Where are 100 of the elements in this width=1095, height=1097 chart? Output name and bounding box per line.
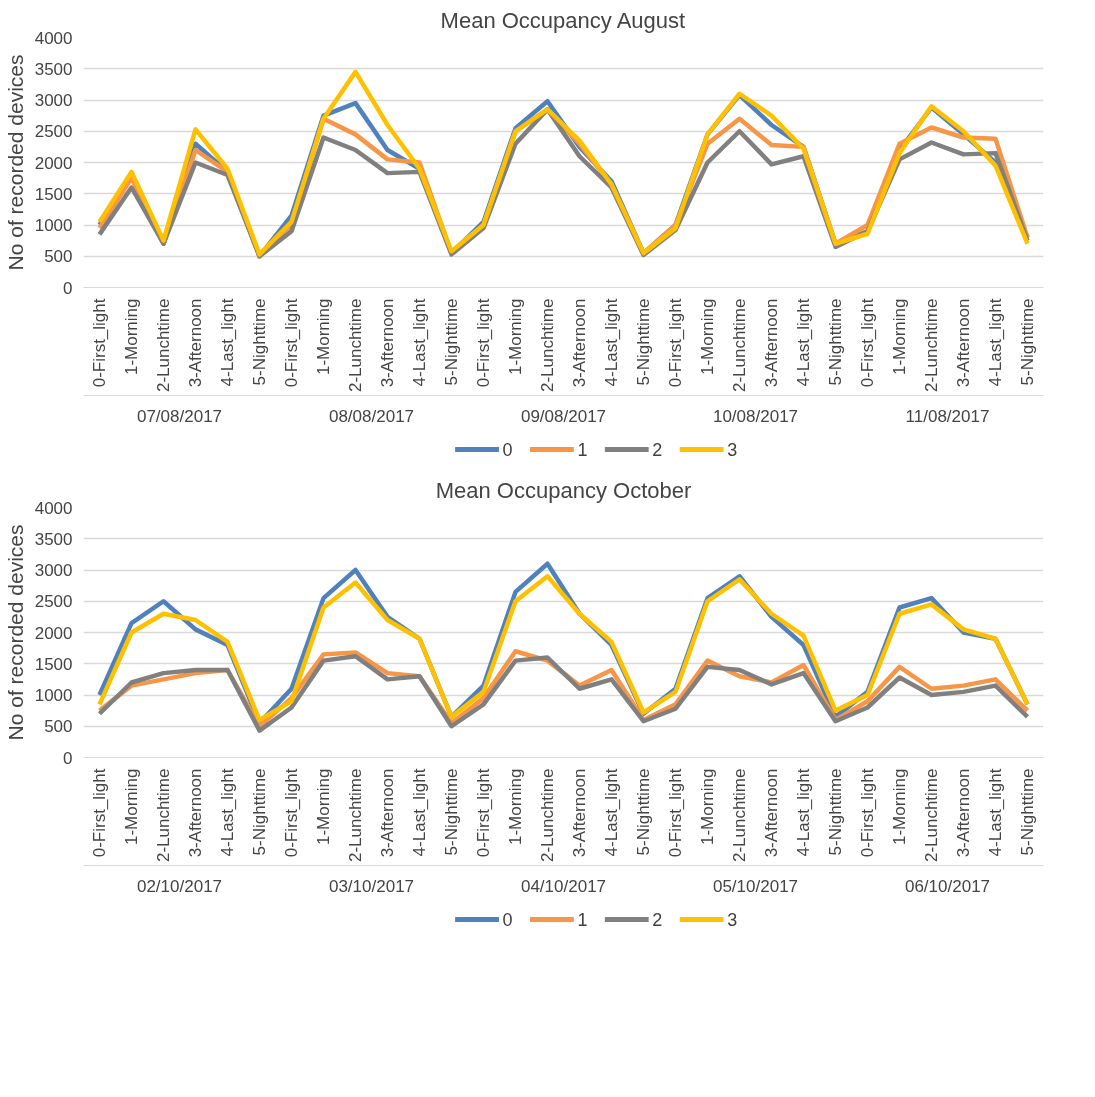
x-tick-label: 0-First_light (666, 768, 685, 858)
y-tick-label: 3000 (34, 91, 73, 110)
x-tick-label: 0-First_light (474, 768, 493, 858)
x-tick-label: 2-Lunchtime (154, 298, 173, 393)
x-tick-label: 1-Morning (122, 298, 141, 376)
y-tick-label: 1500 (34, 654, 73, 674)
text: 02/10/2017 (136, 876, 223, 896)
x-tick-label: 3-Afternoon (378, 298, 397, 388)
y-tick-label: 1500 (34, 184, 73, 204)
x-tick-label: 0-First_light (858, 298, 877, 388)
x-tick-label: 2-Lunchtime (730, 298, 749, 393)
legend-label: 0 (502, 910, 513, 930)
x-tick-label: 3-Afternoon (378, 768, 397, 858)
y-tick-label: 500 (44, 717, 73, 737)
x-tick-label: 4-Last_light (986, 768, 1005, 857)
y-tick-label: 1000 (34, 216, 73, 235)
x-tick-label: 1-Morning (506, 298, 525, 376)
y-tick-label: 2500 (34, 122, 73, 142)
text: 08/08/2017 (328, 406, 415, 426)
legend-label: 0 (502, 440, 513, 460)
x-tick-label: 4-Last_light (218, 768, 237, 857)
text: 11/08/2017 (905, 406, 990, 426)
x-tick-label: 5-Nighttime (826, 768, 845, 856)
x-tick-label: 3-Afternoon (762, 298, 781, 388)
x-tick-label: 0-First_light (282, 768, 301, 858)
text: 09/08/2017 (520, 406, 607, 426)
y-tick-label: 3000 (34, 561, 73, 580)
x-tick-label: 1-Morning (698, 768, 717, 846)
x-tick-label: 0-First_light (474, 298, 493, 388)
x-tick-label: 3-Afternoon (186, 298, 205, 388)
x-tick-label: 0-First_light (858, 768, 877, 858)
chart-title: Mean Occupancy August (440, 7, 686, 33)
text: 06/10/2017 (904, 876, 991, 896)
y-tick-label: 2000 (34, 623, 73, 643)
y-tick-label: 0 (63, 278, 73, 298)
x-tick-label: 3-Afternoon (570, 768, 589, 858)
x-tick-label: 5-Nighttime (634, 768, 653, 856)
legend-label: 2 (652, 910, 663, 930)
x-tick-label: 0-First_light (90, 298, 109, 388)
legend-label: 3 (727, 440, 738, 460)
x-tick-label: 5-Nighttime (250, 768, 269, 856)
x-tick-label: 1-Morning (698, 298, 717, 376)
x-tick-label: 1-Morning (890, 768, 909, 846)
text: 04/10/2017 (520, 876, 607, 896)
text: 05/10/2017 (712, 876, 799, 896)
y-tick-label: 2500 (34, 592, 73, 612)
x-tick-label: 5-Nighttime (442, 298, 461, 386)
x-tick-label: 1-Morning (890, 298, 909, 376)
x-tick-label: 1-Morning (122, 768, 141, 846)
y-tick-label: 2000 (34, 153, 73, 173)
x-tick-label: 4-Last_light (986, 298, 1005, 387)
x-tick-label: 3-Afternoon (186, 768, 205, 858)
x-tick-label: 2-Lunchtime (538, 298, 557, 393)
y-tick-label: 3500 (34, 59, 73, 79)
y-tick-label: 3500 (34, 529, 73, 549)
x-tick-label: 0-First_light (90, 768, 109, 858)
x-tick-label: 5-Nighttime (1018, 298, 1037, 386)
x-tick-label: 3-Afternoon (762, 768, 781, 858)
x-tick-label: 1-Morning (314, 298, 333, 376)
x-tick-label: 2-Lunchtime (154, 768, 173, 863)
text: 03/10/2017 (328, 876, 415, 896)
x-tick-label: 4-Last_light (602, 298, 621, 387)
y-tick-label: 500 (44, 247, 73, 267)
x-tick-label: 5-Nighttime (442, 768, 461, 856)
y-axis-title: No of recorded devices (3, 54, 27, 271)
legend-label: 3 (727, 910, 738, 930)
x-tick-label: 5-Nighttime (826, 298, 845, 386)
text: 10/08/2017 (712, 406, 799, 426)
y-tick-label: 0 (63, 748, 73, 768)
x-tick-label: 2-Lunchtime (730, 768, 749, 863)
x-tick-label: 2-Lunchtime (346, 298, 365, 393)
legend-label: 1 (577, 910, 588, 930)
x-tick-label: 3-Afternoon (570, 298, 589, 388)
x-tick-label: 4-Last_light (794, 768, 813, 857)
x-tick-label: 2-Lunchtime (346, 768, 365, 863)
x-tick-label: 4-Last_light (410, 298, 429, 387)
x-tick-label: 3-Afternoon (954, 768, 973, 858)
chart-title: Mean Occupancy October (435, 477, 692, 503)
x-tick-label: 5-Nighttime (1018, 768, 1037, 856)
x-tick-label: 5-Nighttime (250, 298, 269, 386)
text: 07/08/2017 (136, 406, 223, 426)
x-tick-label: 5-Nighttime (634, 298, 653, 386)
x-tick-label: 0-First_light (282, 298, 301, 388)
x-tick-label: 4-Last_light (602, 768, 621, 857)
x-tick-label: 1-Morning (506, 768, 525, 846)
y-tick-label: 1000 (34, 686, 73, 705)
y-tick-label: 4000 (34, 28, 73, 48)
x-tick-label: 0-First_light (666, 298, 685, 388)
x-tick-label: 4-Last_light (410, 768, 429, 857)
x-tick-label: 4-Last_light (794, 298, 813, 387)
x-tick-label: 1-Morning (314, 768, 333, 846)
legend-label: 2 (652, 440, 663, 460)
x-tick-label: 4-Last_light (218, 298, 237, 387)
legend-label: 1 (577, 440, 588, 460)
x-tick-label: 2-Lunchtime (538, 768, 557, 863)
x-tick-label: 2-Lunchtime (922, 768, 941, 863)
y-axis-title: No of recorded devices (3, 524, 27, 741)
x-tick-label: 2-Lunchtime (922, 298, 941, 393)
y-tick-label: 4000 (34, 498, 73, 518)
x-tick-label: 3-Afternoon (954, 298, 973, 388)
